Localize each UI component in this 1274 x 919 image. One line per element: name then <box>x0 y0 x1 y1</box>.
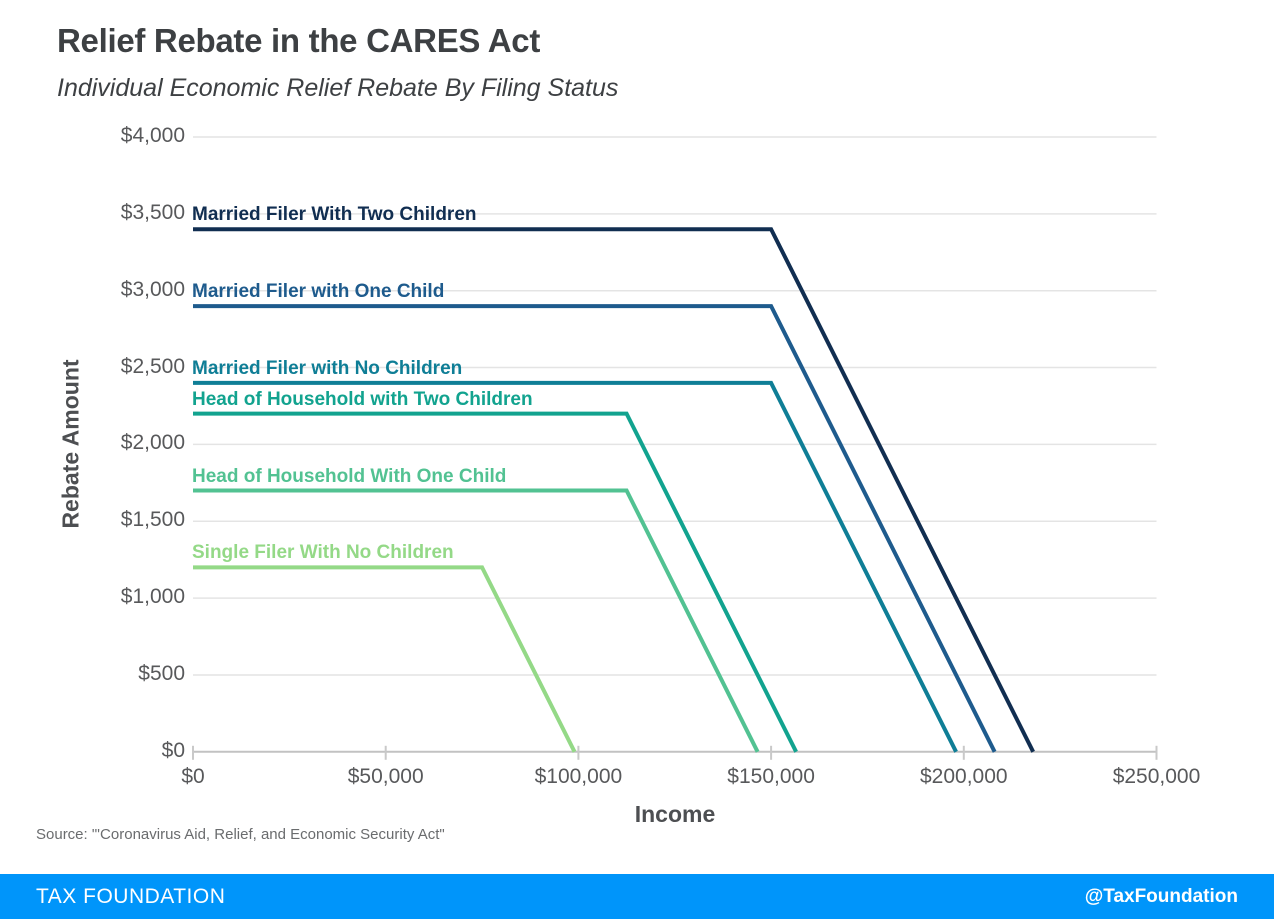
y-tick-label: $3,500 <box>120 200 185 224</box>
y-tick-label: $1,000 <box>120 585 185 609</box>
footer: TAX FOUNDATION @TaxFoundation <box>0 874 1274 919</box>
y-tick-label: $2,500 <box>120 354 185 378</box>
x-tick-label: $0 <box>181 764 205 788</box>
series-label: Single Filer With No Children <box>192 542 454 564</box>
x-tick-label: $100,000 <box>534 764 623 788</box>
x-tick-label: $200,000 <box>920 764 1008 788</box>
page-title: Relief Rebate in the CARES Act <box>57 22 541 59</box>
y-tick-label: $500 <box>138 661 185 685</box>
series-line <box>193 488 760 753</box>
page-subtitle: Individual Economic Relief Rebate By Fil… <box>57 74 619 102</box>
y-axis-title: Rebate Amount <box>57 359 84 529</box>
brand-name: TAX FOUNDATION <box>36 884 226 908</box>
series-line <box>193 411 798 753</box>
series-line <box>193 304 997 753</box>
series-line <box>193 380 958 753</box>
source-note: Source: "'Coronavirus Aid, Relief, and E… <box>36 826 445 843</box>
x-tick-label: $250,000 <box>1112 764 1201 788</box>
twitter-handle: @TaxFoundation <box>1084 885 1238 907</box>
series-label: Married Filer with No Children <box>192 357 463 379</box>
y-tick-label: $4,000 <box>120 124 185 147</box>
series-label: Married Filer with One Child <box>192 281 445 303</box>
x-axis-title: Income <box>634 801 716 827</box>
series-label: Head of Household with Two Children <box>192 388 533 410</box>
series-line <box>193 227 1035 753</box>
x-tick-label: $50,000 <box>347 764 424 788</box>
series-label: Head of Household With One Child <box>192 465 507 487</box>
y-tick-label: $3,000 <box>120 277 185 301</box>
series-label: Married Filer With Two Children <box>192 204 477 226</box>
y-tick-label: $1,500 <box>120 508 185 532</box>
x-tick-label: $150,000 <box>727 764 815 788</box>
series-line <box>193 565 577 753</box>
y-tick-label: $2,000 <box>120 431 185 455</box>
y-tick-label: $0 <box>161 738 185 762</box>
